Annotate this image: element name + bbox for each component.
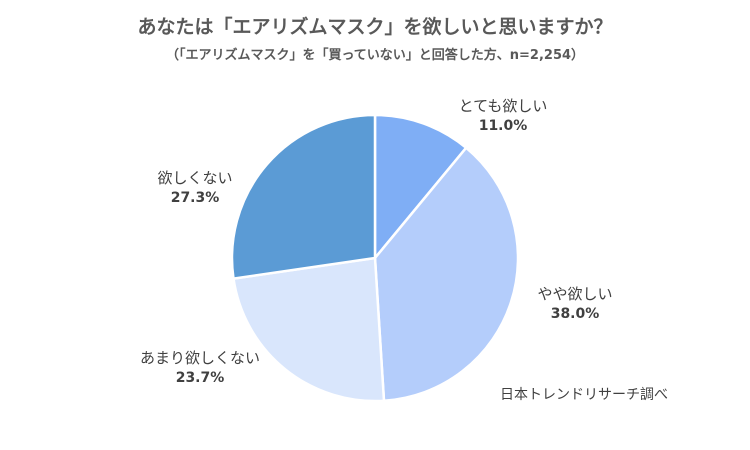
chart-title: あなたは「エアリズムマスク」を欲しいと思いますか？ — [137, 16, 613, 38]
slice-category-label: 欲しくない — [157, 169, 233, 187]
pie-slice-dont-want — [230, 113, 377, 280]
slice-label-somewhat-want: やや欲しい 38.0% — [520, 284, 630, 324]
pie-slice-very-want — [373, 113, 468, 260]
slice-category-label: やや欲しい — [537, 285, 613, 303]
slice-label-dont-want: 欲しくない 27.3% — [140, 168, 250, 208]
pie-slice-not-really-want — [232, 256, 386, 403]
slice-value-label: 38.0% — [550, 306, 600, 322]
slice-value-label: 11.0% — [478, 118, 528, 134]
slice-value-label: 27.3% — [170, 190, 220, 206]
slice-category-label: あまり欲しくない — [139, 349, 260, 367]
slice-label-very-want: とても欲しい 11.0% — [448, 96, 558, 136]
source-note: 日本トレンドリサーチ調べ — [500, 387, 668, 403]
chart-subtitle: （「エアリズムマスク」を「買っていない」と回答した方、n=2,254） — [165, 48, 585, 63]
pie-slice-somewhat-want — [373, 146, 520, 402]
slice-category-label: とても欲しい — [458, 97, 548, 115]
slice-value-label: 23.7% — [175, 370, 225, 386]
slice-label-not-really-want: あまり欲しくない 23.7% — [125, 348, 275, 388]
